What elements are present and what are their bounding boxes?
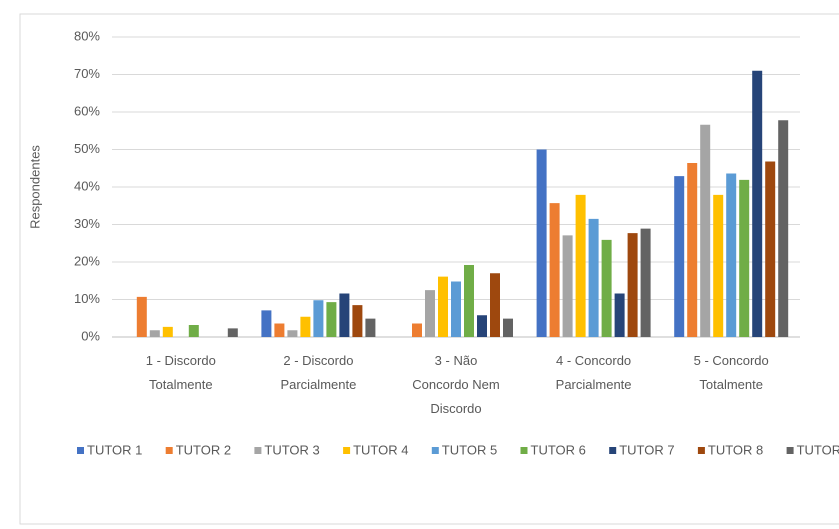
bar xyxy=(162,326,173,337)
bar xyxy=(562,235,573,337)
bar xyxy=(438,276,448,337)
x-tick-label: 1 - Discordo Totalmente xyxy=(146,353,216,392)
legend-swatch xyxy=(254,447,262,454)
x-tick-label: 2 - Discordo Parcialmente xyxy=(280,353,356,392)
bar xyxy=(726,173,737,337)
x-tick-label: 4 - Concordo Parcialmente xyxy=(556,353,632,392)
bar xyxy=(739,179,750,337)
bar xyxy=(687,163,698,337)
bar xyxy=(765,161,776,337)
bar xyxy=(451,281,461,337)
bar xyxy=(575,194,586,337)
bar xyxy=(627,233,638,337)
legend-label: TUTOR 4 xyxy=(353,442,408,457)
y-tick-label: 10% xyxy=(74,291,100,306)
legend-swatch xyxy=(609,447,617,454)
bar xyxy=(477,315,487,337)
bar xyxy=(352,305,363,337)
legend-swatch xyxy=(786,447,794,454)
legend-label: TUTOR 5 xyxy=(442,442,497,457)
bar xyxy=(339,293,350,337)
legend-swatch xyxy=(520,447,528,454)
bar xyxy=(136,296,147,337)
bar xyxy=(412,323,422,337)
bar xyxy=(261,310,272,337)
bar xyxy=(425,290,435,337)
y-tick-label: 80% xyxy=(74,28,100,43)
bar xyxy=(588,218,599,337)
legend-swatch xyxy=(165,447,173,454)
legend-label: TUTOR 2 xyxy=(176,442,231,457)
legend-swatch xyxy=(697,447,705,454)
y-axis-label: Respondentes xyxy=(27,145,42,229)
y-tick-label: 0% xyxy=(81,328,100,343)
bar xyxy=(614,293,625,337)
bar xyxy=(188,325,199,337)
legend-swatch xyxy=(77,447,84,454)
legend-label: TUTOR 9 xyxy=(797,442,839,457)
bar xyxy=(752,70,763,337)
bar xyxy=(464,265,474,337)
legend-label: TUTOR 1 xyxy=(87,442,142,457)
legend-label: TUTOR 7 xyxy=(619,442,674,457)
bar xyxy=(274,323,285,337)
bar xyxy=(778,120,789,337)
y-tick-label: 20% xyxy=(74,253,100,268)
bar xyxy=(313,300,324,337)
bar xyxy=(640,228,651,337)
bar xyxy=(549,203,560,337)
bar xyxy=(601,239,612,337)
legend-label: TUTOR 8 xyxy=(708,442,763,457)
y-tick-label: 70% xyxy=(74,66,100,81)
y-tick-label: 50% xyxy=(74,141,100,156)
bar xyxy=(713,194,724,337)
legend-label: TUTOR 6 xyxy=(531,442,586,457)
bar xyxy=(674,176,685,337)
y-tick-label: 30% xyxy=(74,216,100,231)
chart-frame xyxy=(19,13,839,525)
bar xyxy=(300,316,311,337)
bar xyxy=(149,330,160,337)
bar xyxy=(503,318,513,337)
y-tick-label: 40% xyxy=(74,178,100,193)
bar xyxy=(287,330,298,337)
bar xyxy=(490,273,500,337)
legend-swatch xyxy=(431,447,439,454)
bar xyxy=(536,149,547,337)
bar xyxy=(365,318,376,337)
bar xyxy=(700,124,711,337)
legend-label: TUTOR 3 xyxy=(264,442,319,457)
x-tick-label: 5 - Concordo Totalmente xyxy=(694,353,769,392)
legend-swatch xyxy=(343,447,351,454)
x-tick-label: 3 - Não Concordo Nem Discordo xyxy=(412,353,499,416)
y-tick-label: 60% xyxy=(74,103,100,118)
bar xyxy=(227,328,238,337)
bar xyxy=(326,302,337,337)
